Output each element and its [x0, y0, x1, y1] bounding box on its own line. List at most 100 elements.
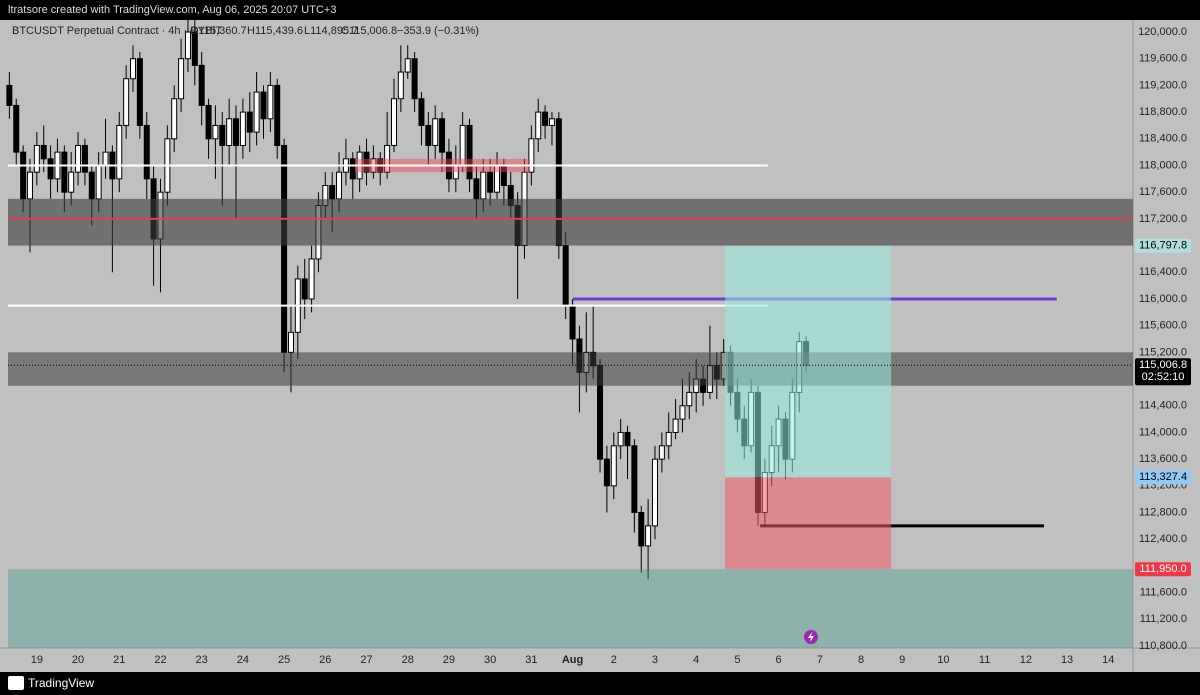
- candle-body: [658, 445, 665, 460]
- x-tick-label: 4: [693, 654, 699, 666]
- y-tick-label: 115,600.0: [1139, 320, 1187, 332]
- candle-body: [439, 118, 446, 153]
- y-tick-label: 116,000.0: [1139, 293, 1187, 305]
- change-label: −353.9 (−0.31%): [397, 25, 479, 37]
- candle-body: [102, 151, 109, 166]
- y-tick-label: 115,200.0: [1139, 346, 1187, 358]
- y-tick-label: 112,400.0: [1139, 533, 1187, 545]
- price-badge: [1135, 470, 1191, 485]
- candle-body: [349, 158, 356, 180]
- x-tick-label: 31: [525, 654, 537, 666]
- candle-body: [397, 71, 404, 100]
- alert-icon-bolt: [808, 632, 814, 642]
- candle-body: [178, 58, 185, 100]
- x-tick-label: 3: [652, 654, 658, 666]
- x-tick-label: 13: [1061, 654, 1073, 666]
- candle-body: [33, 144, 40, 173]
- candle-body: [679, 405, 686, 420]
- candle-body: [432, 118, 439, 146]
- x-tick-label: 12: [1020, 654, 1032, 666]
- x-tick-label: 30: [484, 654, 496, 666]
- x-tick-label: 8: [858, 654, 864, 666]
- plot: [6, 5, 1133, 648]
- candle-body: [686, 391, 693, 407]
- x-tick-label: 2: [611, 654, 617, 666]
- x-tick-label: 19: [31, 654, 43, 666]
- candle-body: [205, 104, 212, 140]
- y-tick-label: 114,400.0: [1139, 400, 1187, 412]
- candle-body: [384, 144, 391, 173]
- x-tick-label: Aug: [562, 654, 583, 666]
- zone: [8, 352, 1133, 386]
- header: ltratsore created with TradingView.com, …: [8, 4, 336, 16]
- candle-body: [219, 124, 226, 146]
- candle-body: [88, 171, 95, 200]
- candle-body: [548, 118, 555, 126]
- x-tick-label: 21: [113, 654, 125, 666]
- y-tick-label: 113,600.0: [1139, 453, 1187, 465]
- candle-body: [672, 418, 679, 433]
- open-label: O115,360.7: [190, 25, 247, 37]
- price-badge-label: 111,950.0: [1139, 563, 1186, 575]
- candle-body: [171, 98, 178, 140]
- y-tick-label: 117,600.0: [1139, 186, 1187, 198]
- y-tick-label: 111,600.0: [1140, 587, 1187, 599]
- candle-body: [473, 178, 480, 200]
- candle-body: [624, 431, 631, 447]
- legend: BTCUSDT Perpetual Contract · 4h · BYBIT …: [12, 25, 479, 37]
- candle-body: [95, 164, 102, 200]
- y-tick-label: 118,400.0: [1139, 133, 1187, 145]
- y-tick-label: 118,000.0: [1139, 159, 1187, 171]
- candle-body: [542, 111, 549, 126]
- candle-body: [20, 151, 27, 200]
- price-badge-label: 116,797.8: [1139, 240, 1187, 252]
- x-tick-label: 23: [196, 654, 208, 666]
- x-tick-label: 28: [402, 654, 414, 666]
- candle-body: [61, 151, 68, 193]
- candle-body: [226, 118, 233, 146]
- zone: [8, 198, 1133, 246]
- x-tick-label: 20: [72, 654, 84, 666]
- y-tick-label: 117,200.0: [1139, 213, 1187, 225]
- candle-body: [239, 111, 246, 146]
- y-tick-label: 118,800.0: [1139, 106, 1187, 118]
- candle-body: [665, 431, 672, 447]
- candle-body: [391, 98, 398, 146]
- candle-body: [569, 305, 576, 340]
- candle-body: [260, 91, 267, 120]
- candle-body: [129, 58, 136, 80]
- price-badge: [1135, 238, 1191, 253]
- candle-body: [274, 84, 281, 146]
- x-tick-label: 11: [979, 654, 990, 666]
- candle-body: [411, 58, 418, 100]
- candle-body: [336, 171, 343, 200]
- y-tick-label: 112,800.0: [1139, 506, 1187, 518]
- candle-body: [645, 525, 652, 547]
- candle-body: [535, 111, 542, 140]
- low-label: L114,895.7: [304, 25, 358, 37]
- x-tick-label: 5: [734, 654, 740, 666]
- candle-body: [116, 124, 123, 180]
- candle-body: [143, 124, 150, 180]
- candle-body: [404, 58, 411, 73]
- x-tick-label: 24: [237, 654, 249, 666]
- candle-body: [47, 158, 54, 180]
- x-tick-label: 26: [319, 654, 331, 666]
- candle-body: [603, 458, 610, 487]
- x-tick-label: 9: [899, 654, 905, 666]
- loss-zone: [725, 477, 892, 570]
- candle-body: [638, 512, 645, 547]
- candle-body: [562, 245, 569, 307]
- high-label: H115,439.6: [247, 25, 303, 37]
- candle-body: [198, 64, 205, 106]
- x-tick-label: 7: [817, 654, 823, 666]
- candle-body: [466, 124, 473, 180]
- zone: [8, 569, 1133, 648]
- y-tick-label: 114,000.0: [1139, 426, 1187, 438]
- candle-body: [6, 84, 13, 106]
- candle-body: [40, 144, 47, 160]
- x-tick-label: 22: [154, 654, 166, 666]
- candle-body: [281, 144, 288, 353]
